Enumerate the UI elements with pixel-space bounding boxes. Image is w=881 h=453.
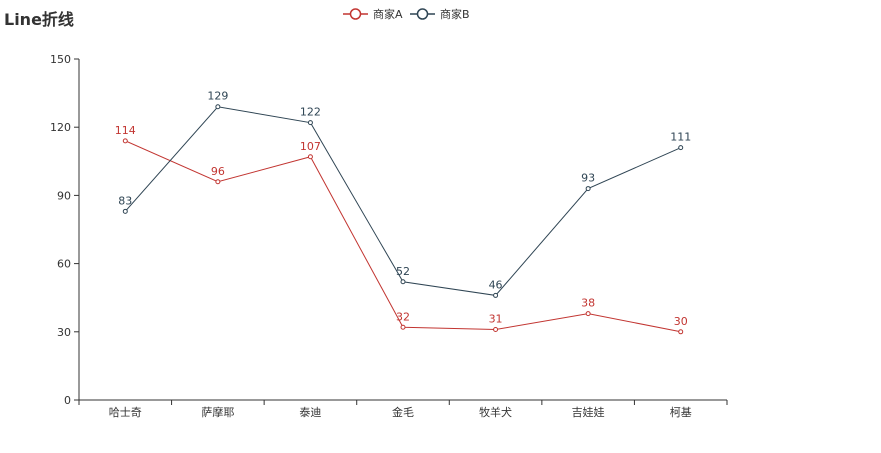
axes: 0 30 60 90 120 150 哈士奇 萨摩耶 泰迪 金毛 牧羊犬 吉娃娃 柯基 <box>50 53 728 419</box>
x-tick-label: 柯基 <box>670 406 692 419</box>
y-tick-label: 150 <box>50 53 71 66</box>
data-label: 122 <box>300 106 321 119</box>
data-label: 83 <box>118 194 132 207</box>
legend[interactable]: 商家A 商家B <box>343 7 470 21</box>
data-label: 129 <box>207 90 228 103</box>
data-point[interactable] <box>122 208 128 214</box>
legend-item-b[interactable]: 商家B <box>410 7 470 21</box>
data-label: 93 <box>581 172 595 185</box>
chart-title: Line折线 <box>4 10 74 29</box>
y-tick-label: 0 <box>64 394 71 407</box>
data-label: 96 <box>211 165 225 178</box>
y-tick-label: 120 <box>50 121 71 134</box>
data-point[interactable] <box>215 104 221 110</box>
data-point[interactable] <box>678 329 684 335</box>
x-tick-label: 泰迪 <box>299 405 321 419</box>
data-point[interactable] <box>307 154 313 160</box>
y-tick-label: 90 <box>57 189 71 202</box>
data-point[interactable] <box>122 138 128 144</box>
data-label: 30 <box>674 315 688 328</box>
data-label: 46 <box>489 278 503 291</box>
series-b: 83 129 122 52 46 93 111 <box>118 90 691 298</box>
data-point[interactable] <box>307 120 313 126</box>
legend-marker <box>416 8 429 20</box>
legend-label: 商家B <box>440 7 470 21</box>
y-tick-label: 30 <box>57 326 71 339</box>
data-label: 31 <box>489 313 503 326</box>
series-line <box>125 140 681 333</box>
x-tick-label: 吉娃娃 <box>572 406 605 419</box>
data-point[interactable] <box>400 324 406 330</box>
data-point[interactable] <box>585 311 591 317</box>
x-tick-label: 萨摩耶 <box>201 405 234 419</box>
data-label: 114 <box>115 124 136 137</box>
data-point[interactable] <box>678 145 684 151</box>
data-label: 111 <box>670 131 691 144</box>
legend-marker <box>349 8 362 20</box>
data-label: 32 <box>396 310 410 323</box>
legend-label: 商家A <box>373 7 403 21</box>
x-tick-label: 牧羊犬 <box>479 405 512 419</box>
data-point[interactable] <box>585 186 591 192</box>
y-tick-label: 60 <box>57 258 71 271</box>
data-label: 38 <box>581 297 595 310</box>
data-label: 52 <box>396 265 410 278</box>
data-point[interactable] <box>215 179 221 185</box>
data-point[interactable] <box>493 327 499 333</box>
data-point[interactable] <box>400 279 406 285</box>
data-label: 107 <box>300 140 321 153</box>
legend-item-a[interactable]: 商家A <box>343 7 403 21</box>
series-a: 114 96 107 32 31 38 30 <box>115 124 688 335</box>
x-tick-label: 金毛 <box>392 405 414 419</box>
data-point[interactable] <box>493 292 499 298</box>
x-tick-label: 哈士奇 <box>109 406 142 419</box>
plot-area: 114 96 107 32 31 38 30 83 129 122 52 46 93 111 <box>115 90 691 335</box>
